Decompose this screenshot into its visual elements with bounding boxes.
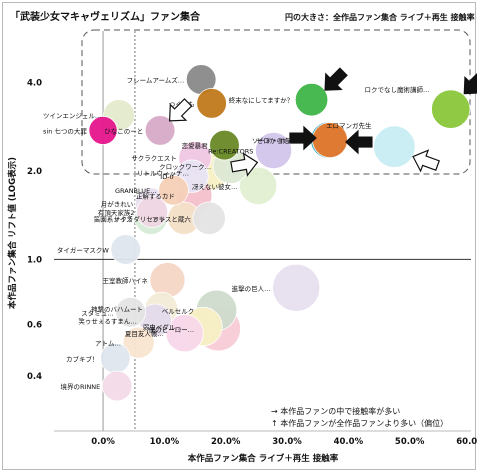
point-label: 僕のヒーロー… bbox=[149, 325, 195, 334]
y-tick-label: 2.0 bbox=[27, 167, 42, 177]
point-label: 進撃の巨人… bbox=[232, 284, 271, 293]
y-tick-label: 0.6 bbox=[27, 320, 42, 330]
point-label: 神撃のバハムート bbox=[91, 304, 143, 313]
pointer-arrow-icon bbox=[289, 125, 317, 151]
note-right: → 本作品ファンの中で接触率が多い bbox=[271, 406, 400, 416]
point-label: ツインエンジェル… bbox=[43, 112, 102, 120]
x-tick-label: 10.0% bbox=[150, 437, 180, 447]
data-point bbox=[272, 263, 321, 312]
y-tick-label: 4.0 bbox=[27, 79, 42, 89]
point-label: アリスと蔵六 bbox=[152, 214, 192, 223]
point-label: 夏目友人帳… bbox=[125, 329, 164, 338]
data-point bbox=[136, 195, 169, 228]
point-label: Re:CREATORS bbox=[208, 147, 253, 155]
x-tick-label: 20.0% bbox=[211, 437, 241, 447]
x-tick-label: 40.0% bbox=[334, 437, 364, 447]
point-label: 笛園系ノイズ bbox=[94, 214, 133, 223]
point-label: 境界のRINNE bbox=[61, 382, 101, 391]
point-label: ID-0 bbox=[160, 173, 173, 181]
data-point bbox=[196, 88, 227, 119]
point-label: 王室教師ハイネ bbox=[103, 276, 149, 285]
point-label: タイガーマスクW bbox=[57, 246, 110, 255]
data-point bbox=[101, 370, 133, 402]
point-label: 冴えない彼女… bbox=[192, 182, 238, 191]
note-up: ↑ 本作品ファンが全作品ファンより多い（偏位） bbox=[271, 418, 448, 428]
point-label: 月がきれい bbox=[101, 199, 134, 208]
data-point bbox=[209, 129, 240, 161]
point-label: フレームアームズ… bbox=[127, 76, 185, 85]
x-tick-label: 30.0% bbox=[272, 437, 302, 447]
point-label: クロックワーク… bbox=[159, 163, 211, 171]
y-tick-label: 0.4 bbox=[27, 372, 42, 382]
data-point bbox=[373, 125, 416, 168]
scatter-chart: 「武装少女マキャヴェリズム」ファン集合 円の大きさ：全作品ファン集合 ライブ＋再… bbox=[7, 10, 480, 464]
chart-title: 「武装少女マキャヴェリズム」ファン集合 bbox=[10, 10, 201, 23]
pointer-arrow-icon bbox=[230, 152, 259, 177]
pointer-arrow-icon bbox=[412, 149, 440, 173]
point-label: エロマンガ先生 bbox=[326, 121, 372, 130]
point-label: 笑ゥせぇるすまん… bbox=[78, 316, 137, 325]
point-label: スタミュ… bbox=[81, 308, 114, 317]
x-axis-title: 本作品ファン集合 ライブ＋再生 接触率 bbox=[188, 453, 339, 464]
chart-subtitle: 円の大きさ：全作品ファン集合 ライブ＋再生 接触率 bbox=[285, 12, 475, 22]
data-point bbox=[239, 166, 278, 205]
point-label: 有頂天家族2 bbox=[98, 208, 135, 217]
data-point bbox=[294, 83, 329, 117]
data-point bbox=[192, 201, 226, 235]
y-axis-ticks: 0.4 0.6 1.0 2.0 4.0 bbox=[27, 79, 42, 382]
point-label: GRANBLUE… bbox=[115, 187, 157, 195]
point-label: サクラダリセット bbox=[114, 214, 166, 223]
point-label: カブキブ！ bbox=[66, 354, 99, 363]
data-point bbox=[165, 314, 204, 353]
point-label: ベルセルク bbox=[162, 307, 195, 315]
highlight-region bbox=[81, 29, 471, 175]
point-label: 正解するカド bbox=[136, 192, 175, 201]
x-tick-label: 60.0% bbox=[456, 437, 477, 447]
point-label: サクラクエスト bbox=[131, 155, 177, 163]
pointer-arrows bbox=[168, 67, 480, 177]
x-axis-ticks: 0.0% 10.0% 20.0% 30.0% 40.0% 50.0% 60.0% bbox=[91, 437, 480, 447]
x-tick-label: 50.0% bbox=[395, 437, 425, 447]
data-point bbox=[100, 343, 131, 374]
data-point bbox=[122, 326, 155, 359]
point-label: sin 七つの大罪 bbox=[43, 126, 87, 135]
y-axis-title: 本作品ファン集合 リフト値 (LOG表示) bbox=[7, 157, 18, 309]
data-point bbox=[144, 115, 176, 146]
point-label: ソード・オラトリア bbox=[252, 137, 311, 145]
data-point bbox=[88, 115, 118, 145]
data-point bbox=[158, 174, 189, 206]
point-label: ロクでなし魔術講師… bbox=[364, 85, 429, 94]
data-point bbox=[110, 234, 142, 265]
pointer-arrow-icon bbox=[168, 98, 193, 122]
point-label: 終末なにしてますか？ bbox=[229, 96, 293, 105]
bubble-layer bbox=[88, 64, 471, 402]
data-point bbox=[254, 131, 293, 169]
x-tick-label: 0.0% bbox=[91, 437, 115, 447]
pointer-arrow-icon bbox=[324, 67, 348, 91]
y-tick-label: 1.0 bbox=[27, 255, 42, 265]
data-point bbox=[115, 297, 146, 328]
point-label: リトルウィッチ… bbox=[137, 169, 189, 177]
point-label: ひなこのーと bbox=[104, 127, 143, 135]
point-label: 弱虫ペダル… bbox=[143, 323, 182, 332]
point-label: ゼロから始める… bbox=[257, 136, 309, 145]
data-point bbox=[149, 262, 186, 298]
pointer-arrow-icon bbox=[345, 129, 373, 155]
point-label: アトム… bbox=[95, 340, 121, 348]
point-label: 恋愛暴君 bbox=[182, 141, 209, 150]
data-point bbox=[431, 89, 471, 129]
